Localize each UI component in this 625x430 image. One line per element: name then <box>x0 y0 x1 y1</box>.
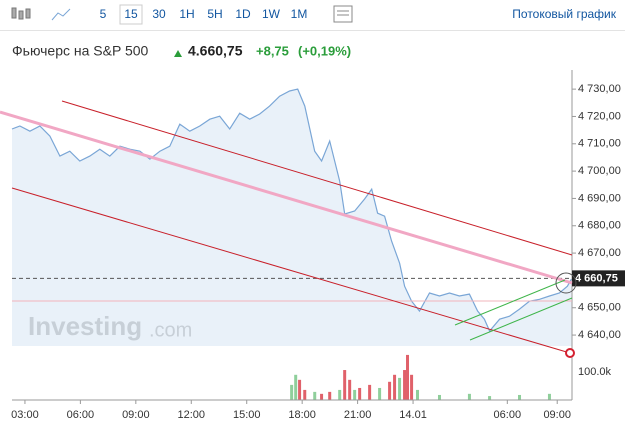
volume-bar <box>410 374 414 400</box>
x-tick-label: 09:00 <box>122 409 150 421</box>
area <box>12 89 572 346</box>
y-tick-label: 4 710,00 <box>578 138 621 150</box>
change-pct: (+0,19%) <box>298 43 351 58</box>
volume-bar <box>398 377 402 400</box>
volume-bar <box>415 389 419 400</box>
volume-bar <box>303 389 307 400</box>
up-arrow <box>174 50 182 57</box>
candle-icon[interactable] <box>11 7 31 20</box>
volume-bar <box>488 396 492 400</box>
channel-upper <box>61 100 573 256</box>
volume-bar <box>298 379 302 400</box>
interval-tab[interactable]: 30 <box>152 7 166 21</box>
y-tick-label: 4 730,00 <box>578 83 621 95</box>
volume-bar <box>467 393 471 400</box>
y-tick-label: 4 640,00 <box>578 329 621 341</box>
x-tick-label: 03:00 <box>11 409 39 421</box>
interval-tab[interactable]: 5H <box>207 7 222 21</box>
interval-tab[interactable]: 1D <box>235 7 251 21</box>
volume-bar <box>320 393 324 400</box>
volume-bar <box>353 389 357 400</box>
volume-bar <box>406 354 410 400</box>
last-price-box <box>572 270 625 287</box>
volume-bar <box>294 374 298 400</box>
y-tick-label: 4 700,00 <box>578 165 621 177</box>
volume-bar <box>388 381 392 400</box>
volume-bar <box>368 384 372 400</box>
interval-tab[interactable]: 1H <box>179 7 194 21</box>
volume-bar <box>343 370 347 400</box>
volume-bar <box>348 379 352 400</box>
y-tick-label: 4 690,00 <box>578 192 621 204</box>
interval-tab[interactable]: 5 <box>100 7 107 21</box>
volume-bar <box>403 370 407 400</box>
settings-icon[interactable] <box>333 5 353 23</box>
volume-tick-label: 100.0k <box>578 366 612 378</box>
y-tick-label: 4 650,00 <box>578 302 621 314</box>
price: 4.660,75 <box>188 43 243 59</box>
area-icon[interactable] <box>51 8 71 21</box>
volume-bar <box>338 389 342 400</box>
y-tick-label: 4 720,00 <box>578 110 621 122</box>
volume-bar <box>328 391 332 400</box>
x-tick-label: 21:00 <box>344 409 372 421</box>
volume-bar <box>290 384 294 400</box>
green-lower <box>469 297 573 341</box>
drawings <box>0 100 577 358</box>
green-upper <box>454 279 566 326</box>
x-tick-label: 14.01 <box>399 409 427 421</box>
channel-lower <box>11 187 571 354</box>
x-tick-label: 06:00 <box>494 409 522 421</box>
last-price-label: 4 660,75 <box>575 272 618 284</box>
price-line <box>11 88 572 333</box>
x-tick-label: 15:00 <box>233 409 261 421</box>
volume-bar <box>313 391 317 400</box>
volume-bar <box>518 394 522 400</box>
tab-selected <box>119 4 143 25</box>
trend-line <box>0 110 573 285</box>
x-tick-label: 06:00 <box>67 409 95 421</box>
interval-tab[interactable]: 1M <box>291 7 308 21</box>
change: +8,75 <box>256 43 289 58</box>
y-tick-label: 4 680,00 <box>578 220 621 232</box>
stream-link[interactable]: Потоковый график <box>512 7 616 21</box>
x-tick-label: 09:00 <box>543 409 571 421</box>
volume-bar <box>358 387 362 400</box>
volume-bar <box>547 393 551 400</box>
y-tick-label: 4 670,00 <box>578 247 621 259</box>
volume-bar <box>437 394 441 400</box>
x-tick-label: 12:00 <box>178 409 206 421</box>
volume-bar <box>378 387 382 400</box>
volume-bar <box>393 374 397 400</box>
interval-tab[interactable]: 1W <box>262 7 281 21</box>
interval-tab[interactable]: 15 <box>124 7 138 21</box>
instrument-title: Фьючерс на S&P 500 <box>12 43 149 59</box>
handle[interactable] <box>565 348 575 358</box>
x-tick-label: 18:00 <box>288 409 316 421</box>
handle[interactable] <box>555 272 577 294</box>
